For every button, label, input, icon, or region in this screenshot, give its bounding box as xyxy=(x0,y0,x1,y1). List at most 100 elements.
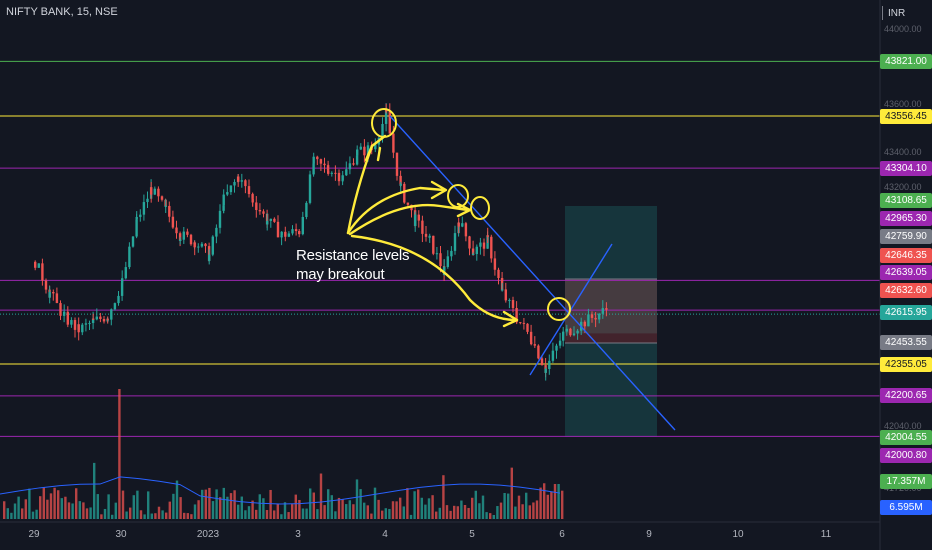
candle-body xyxy=(102,318,106,322)
price-label-badge[interactable]: 42355.05 xyxy=(880,357,932,372)
volume-bar xyxy=(244,510,247,519)
volume-bar xyxy=(39,496,42,519)
candle-body xyxy=(153,188,156,195)
candle-body xyxy=(305,202,308,217)
candle-body xyxy=(385,110,388,112)
price-label-badge[interactable]: 42615.95 xyxy=(880,305,932,320)
volume-bar xyxy=(337,497,341,519)
candle-body xyxy=(113,303,117,310)
candle-body xyxy=(486,235,489,237)
candle-body xyxy=(41,263,44,281)
price-label-badge[interactable]: 42004.55 xyxy=(880,430,932,445)
volume-bar xyxy=(186,513,189,519)
volume-bar xyxy=(100,514,103,519)
candle-body xyxy=(403,183,406,203)
volume-bar xyxy=(427,498,431,519)
volume-bar xyxy=(172,493,175,519)
candle-body xyxy=(374,144,377,150)
volume-bar xyxy=(175,480,179,519)
volume-bar xyxy=(240,496,243,519)
price-label-badge[interactable]: 42453.55 xyxy=(880,335,932,350)
volume-bar xyxy=(3,501,6,519)
candle-body xyxy=(247,186,251,195)
candle-body xyxy=(280,231,283,236)
price-label-badge[interactable]: 42646.35 xyxy=(880,248,932,263)
candle-body xyxy=(472,254,475,256)
volume-bar xyxy=(460,500,463,519)
price-label-badge[interactable]: 43304.10 xyxy=(880,161,932,176)
volume-bar xyxy=(456,506,459,519)
volume-bar xyxy=(445,505,449,519)
volume-bar xyxy=(417,489,420,519)
volume-bar xyxy=(125,511,128,519)
candle-body xyxy=(327,170,330,174)
chart-title[interactable]: NIFTY BANK, 15, NSE xyxy=(6,6,118,18)
candle-body xyxy=(150,187,153,195)
candle-body xyxy=(529,331,533,343)
candle-body xyxy=(120,282,124,296)
volume-bar xyxy=(280,514,283,519)
price-label-badge[interactable]: 42639.05 xyxy=(880,265,932,280)
candle-body xyxy=(352,163,355,165)
volume-bar xyxy=(539,487,542,519)
volume-bar xyxy=(42,487,45,519)
volume-bar xyxy=(273,510,276,519)
price-label-badge[interactable]: 42000.80 xyxy=(880,448,932,463)
stop-zone xyxy=(565,279,657,343)
price-label-badge[interactable]: 42200.65 xyxy=(880,388,932,403)
volume-bar xyxy=(60,498,63,519)
candle-body xyxy=(508,300,511,302)
price-label-badge[interactable]: 43556.45 xyxy=(880,109,932,124)
candle-body xyxy=(464,223,468,237)
volume-bar xyxy=(118,389,121,519)
candle-body xyxy=(356,149,359,156)
candle-body xyxy=(135,216,138,220)
candle-body xyxy=(226,192,229,195)
volume-bar xyxy=(521,504,524,519)
candle-body xyxy=(511,300,515,308)
candle-body xyxy=(146,198,149,203)
volume-bar xyxy=(557,484,560,519)
candle-body xyxy=(457,222,460,227)
volume-bar xyxy=(269,489,272,519)
candle-body xyxy=(395,152,399,176)
time-tick-label: 3 xyxy=(295,529,301,540)
candle-body xyxy=(233,182,236,186)
candle-body xyxy=(291,229,294,234)
price-label-badge[interactable]: 43108.65 xyxy=(880,193,932,208)
volume-bar xyxy=(291,504,294,519)
candle-body xyxy=(124,267,127,279)
candle-body xyxy=(468,236,471,249)
candle-body xyxy=(189,234,193,245)
price-label-badge[interactable]: 17.357M xyxy=(880,474,932,489)
candle-body xyxy=(222,194,225,206)
candle-body xyxy=(551,350,555,361)
price-label-badge[interactable]: 42632.60 xyxy=(880,283,932,298)
candle-body xyxy=(475,246,478,255)
candle-body xyxy=(269,218,272,221)
candle-body xyxy=(565,328,568,332)
price-label-badge[interactable]: 43821.00 xyxy=(880,54,932,69)
volume-bar xyxy=(363,502,366,519)
currency-label[interactable]: INR xyxy=(888,8,906,19)
volume-bar xyxy=(154,513,157,519)
annotation-arrowhead-3 xyxy=(502,310,519,328)
volume-bar xyxy=(406,488,409,519)
price-label-badge[interactable]: 6.595M xyxy=(880,500,932,515)
candle-body xyxy=(284,231,287,237)
volume-bar xyxy=(535,500,539,519)
volume-bar xyxy=(136,490,139,519)
candle-body xyxy=(301,216,304,235)
price-label-badge[interactable]: 42759.90 xyxy=(880,229,932,244)
volume-bar xyxy=(546,494,549,519)
volume-bar xyxy=(96,494,99,519)
volume-bar xyxy=(312,492,315,519)
candle-body xyxy=(160,196,164,200)
price-label-badge[interactable]: 42965.30 xyxy=(880,211,932,226)
candle-body xyxy=(399,175,402,186)
volume-bar xyxy=(147,491,150,519)
candle-body xyxy=(583,321,586,327)
candle-body xyxy=(52,292,55,294)
